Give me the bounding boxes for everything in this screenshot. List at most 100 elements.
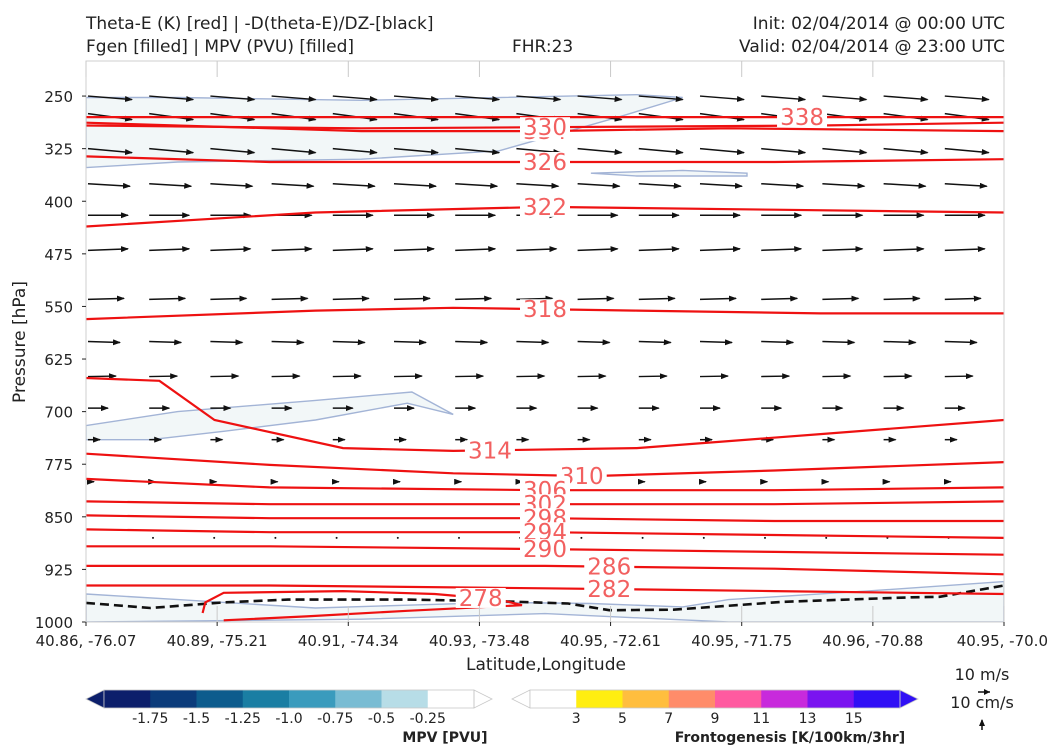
wind-vector	[699, 95, 745, 102]
wind-vector	[149, 339, 183, 346]
wind-vector	[210, 95, 256, 102]
y-tick-label: 475	[44, 246, 73, 264]
colorbar-tick-label: -0.25	[410, 711, 446, 727]
colorbar-tick-label: 13	[799, 711, 817, 727]
wind-vector	[87, 373, 117, 380]
wind-vector	[699, 246, 741, 253]
wind-vector	[761, 246, 803, 253]
wind-vector	[577, 246, 619, 253]
colorbar-swatch	[530, 690, 577, 708]
wind-vector	[87, 147, 133, 156]
colorbar-swatch	[150, 690, 197, 708]
wind-vector	[393, 246, 435, 253]
wind-vector	[577, 182, 621, 189]
wind-vector	[638, 373, 668, 380]
wind-vector	[149, 95, 195, 102]
colorbar-tick-label: -0.5	[368, 711, 395, 727]
colorbar-tick-label: 15	[845, 711, 863, 727]
theta-e-contour-label: 318	[523, 297, 567, 323]
wind-vector	[761, 147, 807, 156]
y-axis-label: Pressure [hPa]	[10, 281, 30, 403]
x-tick-label: 40.95, -72.61	[560, 632, 661, 650]
colorbar-swatch	[807, 690, 855, 708]
valid-time: Valid: 02/04/2014 @ 23:00 UTC	[739, 37, 1005, 57]
wind-vector	[332, 246, 374, 253]
colorbar-extend-left	[85, 689, 105, 709]
x-tick-label: 40.86, -76.07	[36, 632, 137, 650]
theta-e-contour-label: 278	[459, 586, 503, 612]
theta-e-contour-label: 326	[523, 150, 567, 176]
chart-title-line-2: Fgen [filled] | MPV (PVU) [filled]	[86, 37, 355, 57]
wind-vector	[149, 246, 191, 253]
theta-e-contour-label: 338	[780, 105, 824, 131]
theta-e-contour	[86, 376, 1004, 453]
wind-vector	[393, 95, 439, 102]
wind-vector	[149, 182, 193, 189]
wind-vector	[944, 182, 988, 189]
colorbar-extend-right	[899, 689, 919, 709]
wind-vector	[577, 147, 623, 156]
wind-vector	[699, 147, 745, 156]
wind-vector	[210, 373, 240, 380]
wind-vector	[274, 536, 277, 539]
colorbar-swatch	[242, 690, 290, 708]
theta-e-contour-label: 322	[523, 195, 567, 221]
wind-vector	[641, 536, 644, 539]
wind-vector	[944, 295, 982, 302]
x-tick-label: 40.95, -71.75	[691, 632, 792, 650]
wind-vector	[883, 295, 921, 302]
wind-vector	[883, 373, 913, 380]
wind-vector	[393, 147, 439, 156]
theta-e-label-bg	[520, 539, 570, 560]
fgen-colorbar-label: Frontogenesis [K/100km/3hr]	[675, 730, 905, 746]
theta-e-contour-label: 330	[523, 115, 567, 141]
colorbar-swatch	[427, 690, 475, 708]
colorbar-tick-label: 3	[572, 711, 581, 727]
wind-vector	[458, 536, 460, 539]
wind-vector	[210, 246, 252, 253]
y-tick-label: 850	[44, 509, 73, 527]
theta-e-contour-label: 290	[523, 537, 567, 563]
wind-vector	[455, 246, 497, 253]
wind-vector	[822, 147, 868, 156]
wind-vector	[944, 373, 974, 380]
wind-vector	[883, 246, 925, 253]
wind-vector	[580, 536, 583, 539]
theta-e-contour	[86, 452, 1004, 478]
colorbar-outline	[103, 689, 475, 709]
theta-e-contour-labels: 3383343303263223183143103063022982942902…	[455, 105, 828, 612]
wind-vector	[271, 339, 305, 346]
wind-vector	[822, 246, 864, 253]
wind-vector	[761, 182, 805, 189]
colorbar-tick-label: 9	[711, 711, 720, 727]
wind-vector	[87, 246, 129, 253]
wind-vector	[577, 95, 623, 102]
colorbar-extend-left	[511, 689, 531, 709]
wind-vector	[210, 295, 248, 302]
wind-vector	[699, 373, 729, 380]
wind-vector	[638, 295, 676, 302]
wind-vector	[822, 295, 860, 302]
y-tick-label: 325	[44, 141, 73, 159]
colorbar-tick-label: -1.5	[183, 711, 210, 727]
wind-vector	[393, 339, 427, 346]
wind-vector	[87, 182, 131, 189]
wind-vector	[822, 339, 856, 346]
wind-vector	[761, 95, 807, 102]
wind-vector	[213, 536, 216, 539]
wind-vector	[516, 182, 560, 189]
wind-vector	[638, 246, 680, 253]
wind-vector	[761, 339, 795, 346]
wind-vector	[699, 182, 743, 189]
theta-e-contour-label: 282	[587, 577, 631, 603]
wind-vector	[944, 246, 986, 253]
wind-vector	[149, 295, 187, 302]
colorbar-swatch	[196, 690, 244, 708]
wind-vector	[332, 339, 366, 346]
theta-e-label-bg	[584, 579, 635, 600]
theta-e-label-bg	[520, 117, 570, 138]
y-tick-label: 700	[44, 404, 73, 422]
wind-vector	[210, 339, 244, 346]
wind-vector	[883, 182, 927, 189]
axes: 250 325 400 475 550 625 700 775 850 925 100040.86,…	[35, 61, 1048, 650]
